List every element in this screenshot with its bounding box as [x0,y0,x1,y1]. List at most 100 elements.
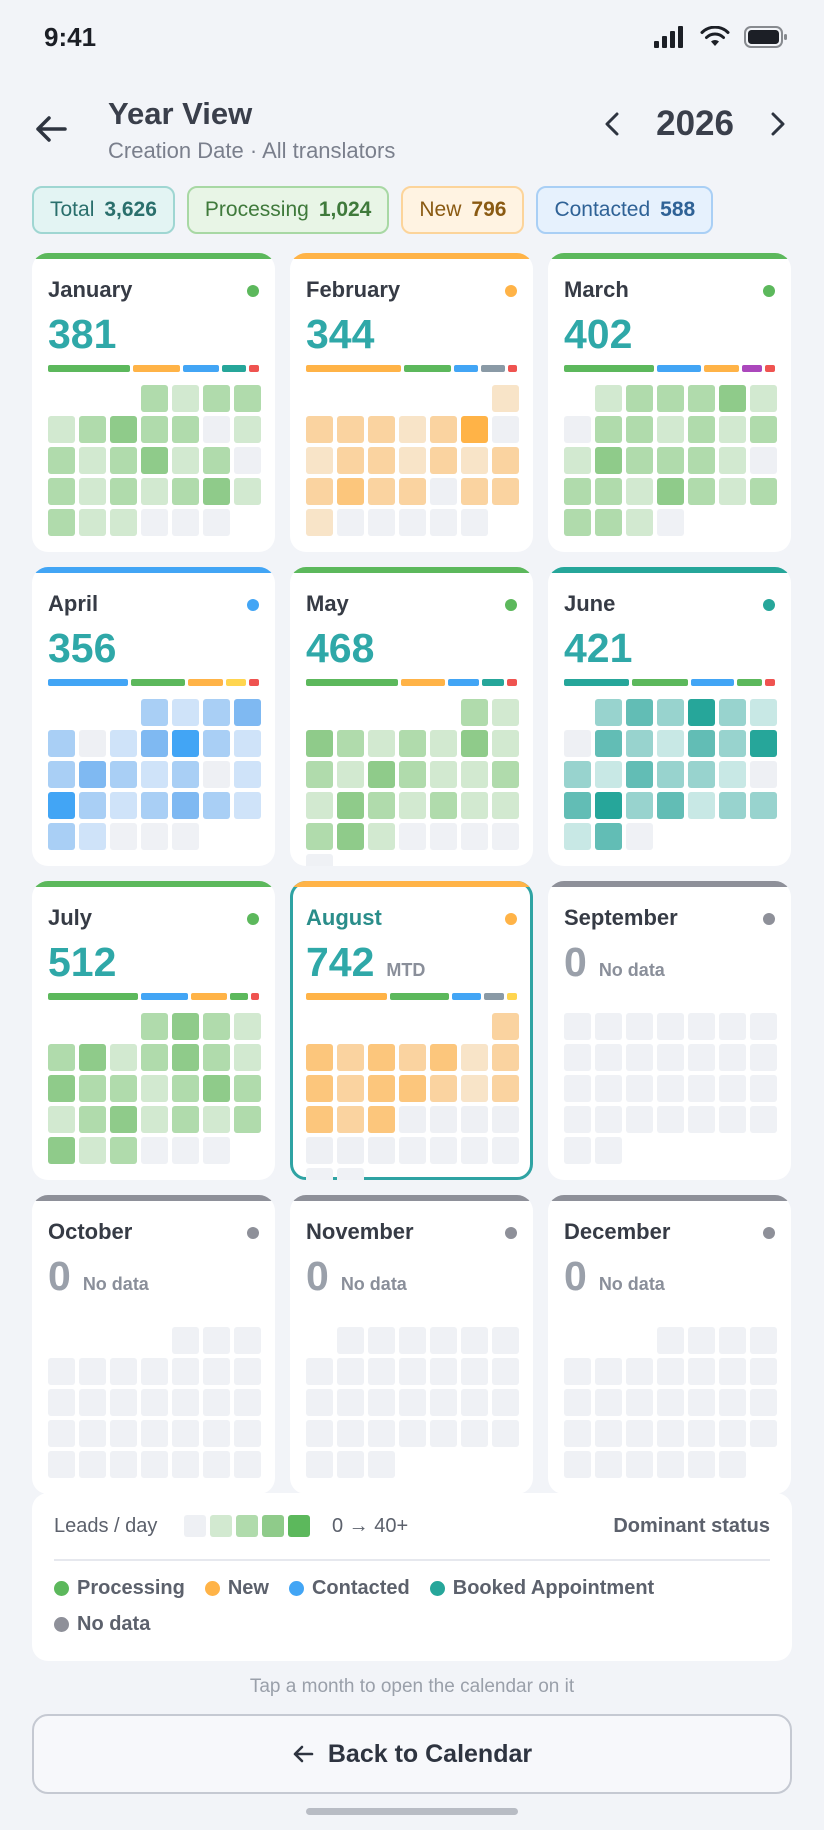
status-segment [656,365,702,372]
month-card-november[interactable]: November 0 No data [290,1195,533,1494]
day-cell [492,478,519,505]
summary-chip[interactable]: Processing 1,024 [186,186,390,234]
day-cell [172,761,199,788]
day-cell [48,730,75,757]
day-cell [306,761,333,788]
day-cell [234,447,261,474]
wifi-icon [700,25,730,53]
day-cell [79,1075,106,1102]
legend-scale [184,1515,310,1537]
day-cell [657,416,684,443]
month-card-august[interactable]: August 742 MTD [290,881,533,1180]
month-card-september[interactable]: September 0 No data [548,881,791,1180]
legend-scale-swatch [288,1515,310,1537]
day-cell [626,1075,653,1102]
day-cell [461,792,488,819]
status-segment [183,365,220,372]
day-cell [688,1389,715,1416]
month-status-dot [247,599,259,611]
arrow-left-icon [36,116,67,142]
month-card-june[interactable]: June 421 [548,567,791,866]
next-year-button[interactable] [758,104,798,144]
month-card-october[interactable]: October 0 No data [32,1195,275,1494]
status-segment [401,679,445,686]
chip-value: 3,626 [104,198,157,221]
chevron-left-icon [605,112,619,136]
month-status-dot [505,599,517,611]
day-cell [337,730,364,757]
day-cell [368,730,395,757]
day-cell [626,509,653,536]
day-cell [399,447,426,474]
day-cell [48,1358,75,1385]
back-to-calendar-button[interactable]: Back to Calendar [32,1714,792,1794]
summary-chip[interactable]: New 796 [401,186,525,234]
day-cell [337,509,364,536]
hint-text: Tap a month to open the calendar on it [249,1676,575,1697]
home-indicator [306,1808,518,1815]
month-card-december[interactable]: December 0 No data [548,1195,791,1494]
chip-value: 796 [471,198,507,221]
day-cell [172,509,199,536]
month-card-july[interactable]: July 512 [32,881,275,1180]
day-cell [595,730,622,757]
month-card-april[interactable]: April 356 [32,567,275,866]
day-cell [203,1075,230,1102]
day-cell [203,1420,230,1447]
year-navigator: 2026 [592,104,798,144]
day-cell [461,1044,488,1071]
day-cell [461,823,488,850]
summary-chip[interactable]: Contacted 588 [536,186,714,234]
back-button[interactable] [30,108,72,150]
month-name: November [306,1219,414,1244]
day-cell [203,730,230,757]
month-status-dot [763,913,775,925]
day-cell [110,792,137,819]
day-cell [234,1106,261,1133]
previous-year-button[interactable] [592,104,632,144]
day-cell [688,761,715,788]
day-cell [626,1106,653,1133]
day-cell [172,447,199,474]
day-cell [626,1389,653,1416]
month-count-row: 0 No data [564,1253,665,1300]
summary-chip[interactable]: Total 3,626 [32,186,175,234]
day-cell [141,1358,168,1385]
day-cell [595,761,622,788]
month-sub-label: No data [598,1274,665,1294]
day-cell [564,509,591,536]
day-cell [492,1420,519,1447]
day-cell [172,1106,199,1133]
month-card-january[interactable]: January 381 [32,253,275,552]
month-card-march[interactable]: March 402 [548,253,791,552]
day-cell [172,385,199,412]
month-count: 468 [306,625,375,671]
day-cell [657,761,684,788]
legend-dot [54,1616,69,1632]
day-cell [626,385,653,412]
day-cell [595,447,622,474]
legend-dot [429,1580,445,1596]
day-cell [626,447,653,474]
status-segment [306,365,401,372]
day-cell [110,1075,137,1102]
month-card-may[interactable]: May 468 [290,567,533,866]
day-cell [564,1358,591,1385]
day-cell [110,1451,137,1478]
day-cell [203,478,230,505]
status-segment [222,365,247,372]
legend-item-label: No data [77,1612,151,1635]
day-cell [399,509,426,536]
day-cell [492,447,519,474]
day-cell [110,1420,137,1447]
legend-dot [288,1580,304,1596]
month-status-stripe [290,1195,533,1201]
day-cell [141,1075,168,1102]
day-cell [110,1106,137,1133]
day-cell [688,385,715,412]
month-sub-label: MTD [386,960,426,980]
day-cell [203,1358,230,1385]
month-card-february[interactable]: February 344 [290,253,533,552]
day-cell [688,1013,715,1040]
day-cell [306,478,333,505]
